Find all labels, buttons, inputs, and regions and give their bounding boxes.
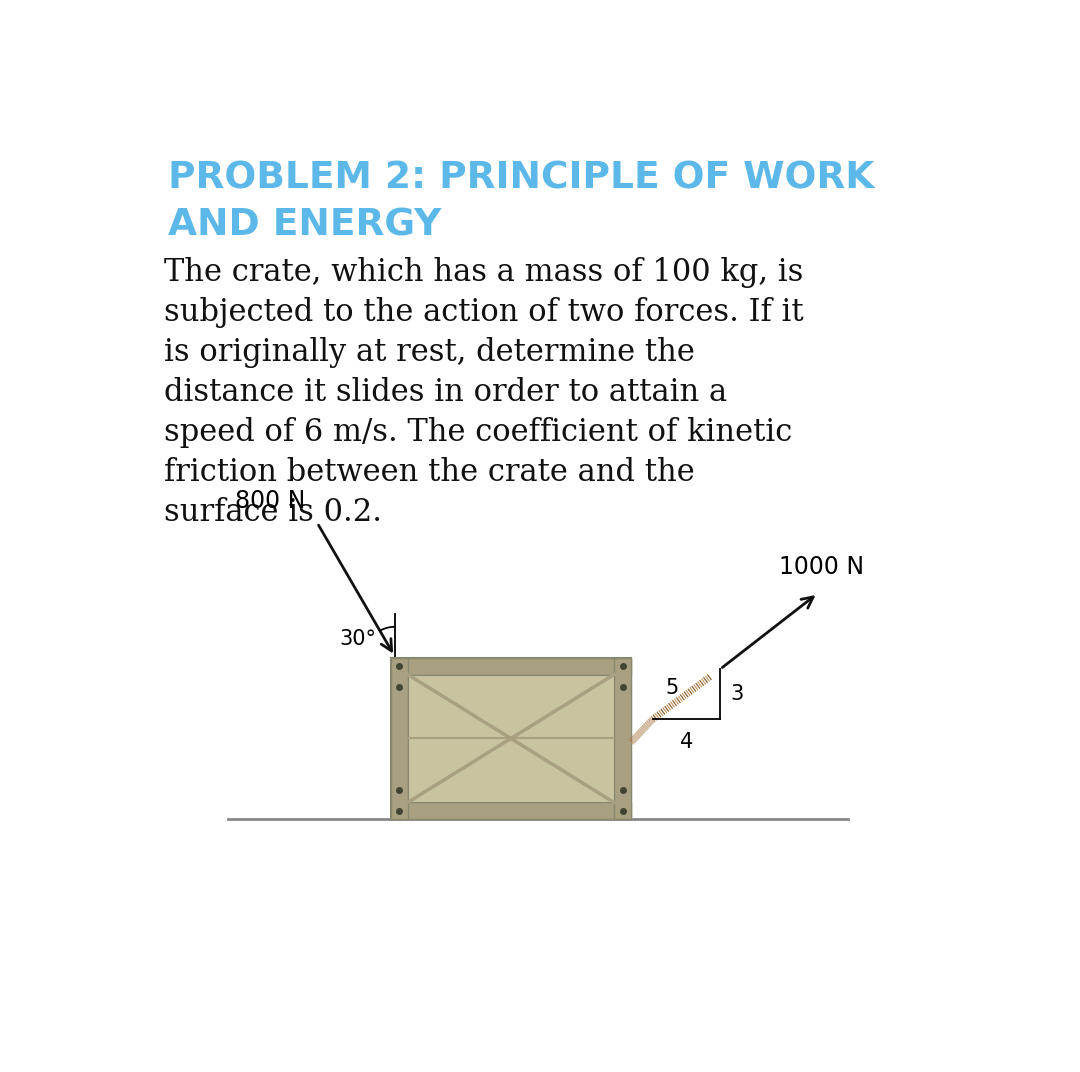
Bar	[613, 657, 631, 819]
Text: 1000 N: 1000 N	[779, 555, 864, 580]
Text: 3: 3	[730, 684, 743, 704]
Text: distance it slides in order to attain a: distance it slides in order to attain a	[164, 377, 728, 408]
Text: subjected to the action of two forces. If it: subjected to the action of two forces. I…	[164, 297, 805, 328]
Text: friction between the crate and the: friction between the crate and the	[164, 458, 696, 489]
Text: PROBLEM 2: PRINCIPLE OF WORK: PROBLEM 2: PRINCIPLE OF WORK	[167, 161, 874, 197]
Bar	[408, 674, 613, 802]
Bar	[391, 657, 408, 819]
Text: surface is 0.2.: surface is 0.2.	[164, 497, 382, 528]
Text: is originally at rest, determine the: is originally at rest, determine the	[164, 338, 696, 369]
Bar	[391, 657, 631, 819]
Text: 800 N: 800 N	[235, 490, 306, 513]
Text: The crate, which has a mass of 100 kg, is: The crate, which has a mass of 100 kg, i…	[164, 257, 804, 288]
Text: AND ENERGY: AND ENERGY	[167, 207, 441, 243]
Bar	[391, 657, 631, 674]
Text: 5: 5	[666, 679, 679, 698]
Bar	[391, 802, 631, 819]
Text: 30°: 30°	[339, 629, 376, 650]
Text: speed of 6 m/s. The coefficient of kinetic: speed of 6 m/s. The coefficient of kinet…	[164, 417, 793, 448]
Text: 4: 4	[679, 731, 693, 751]
